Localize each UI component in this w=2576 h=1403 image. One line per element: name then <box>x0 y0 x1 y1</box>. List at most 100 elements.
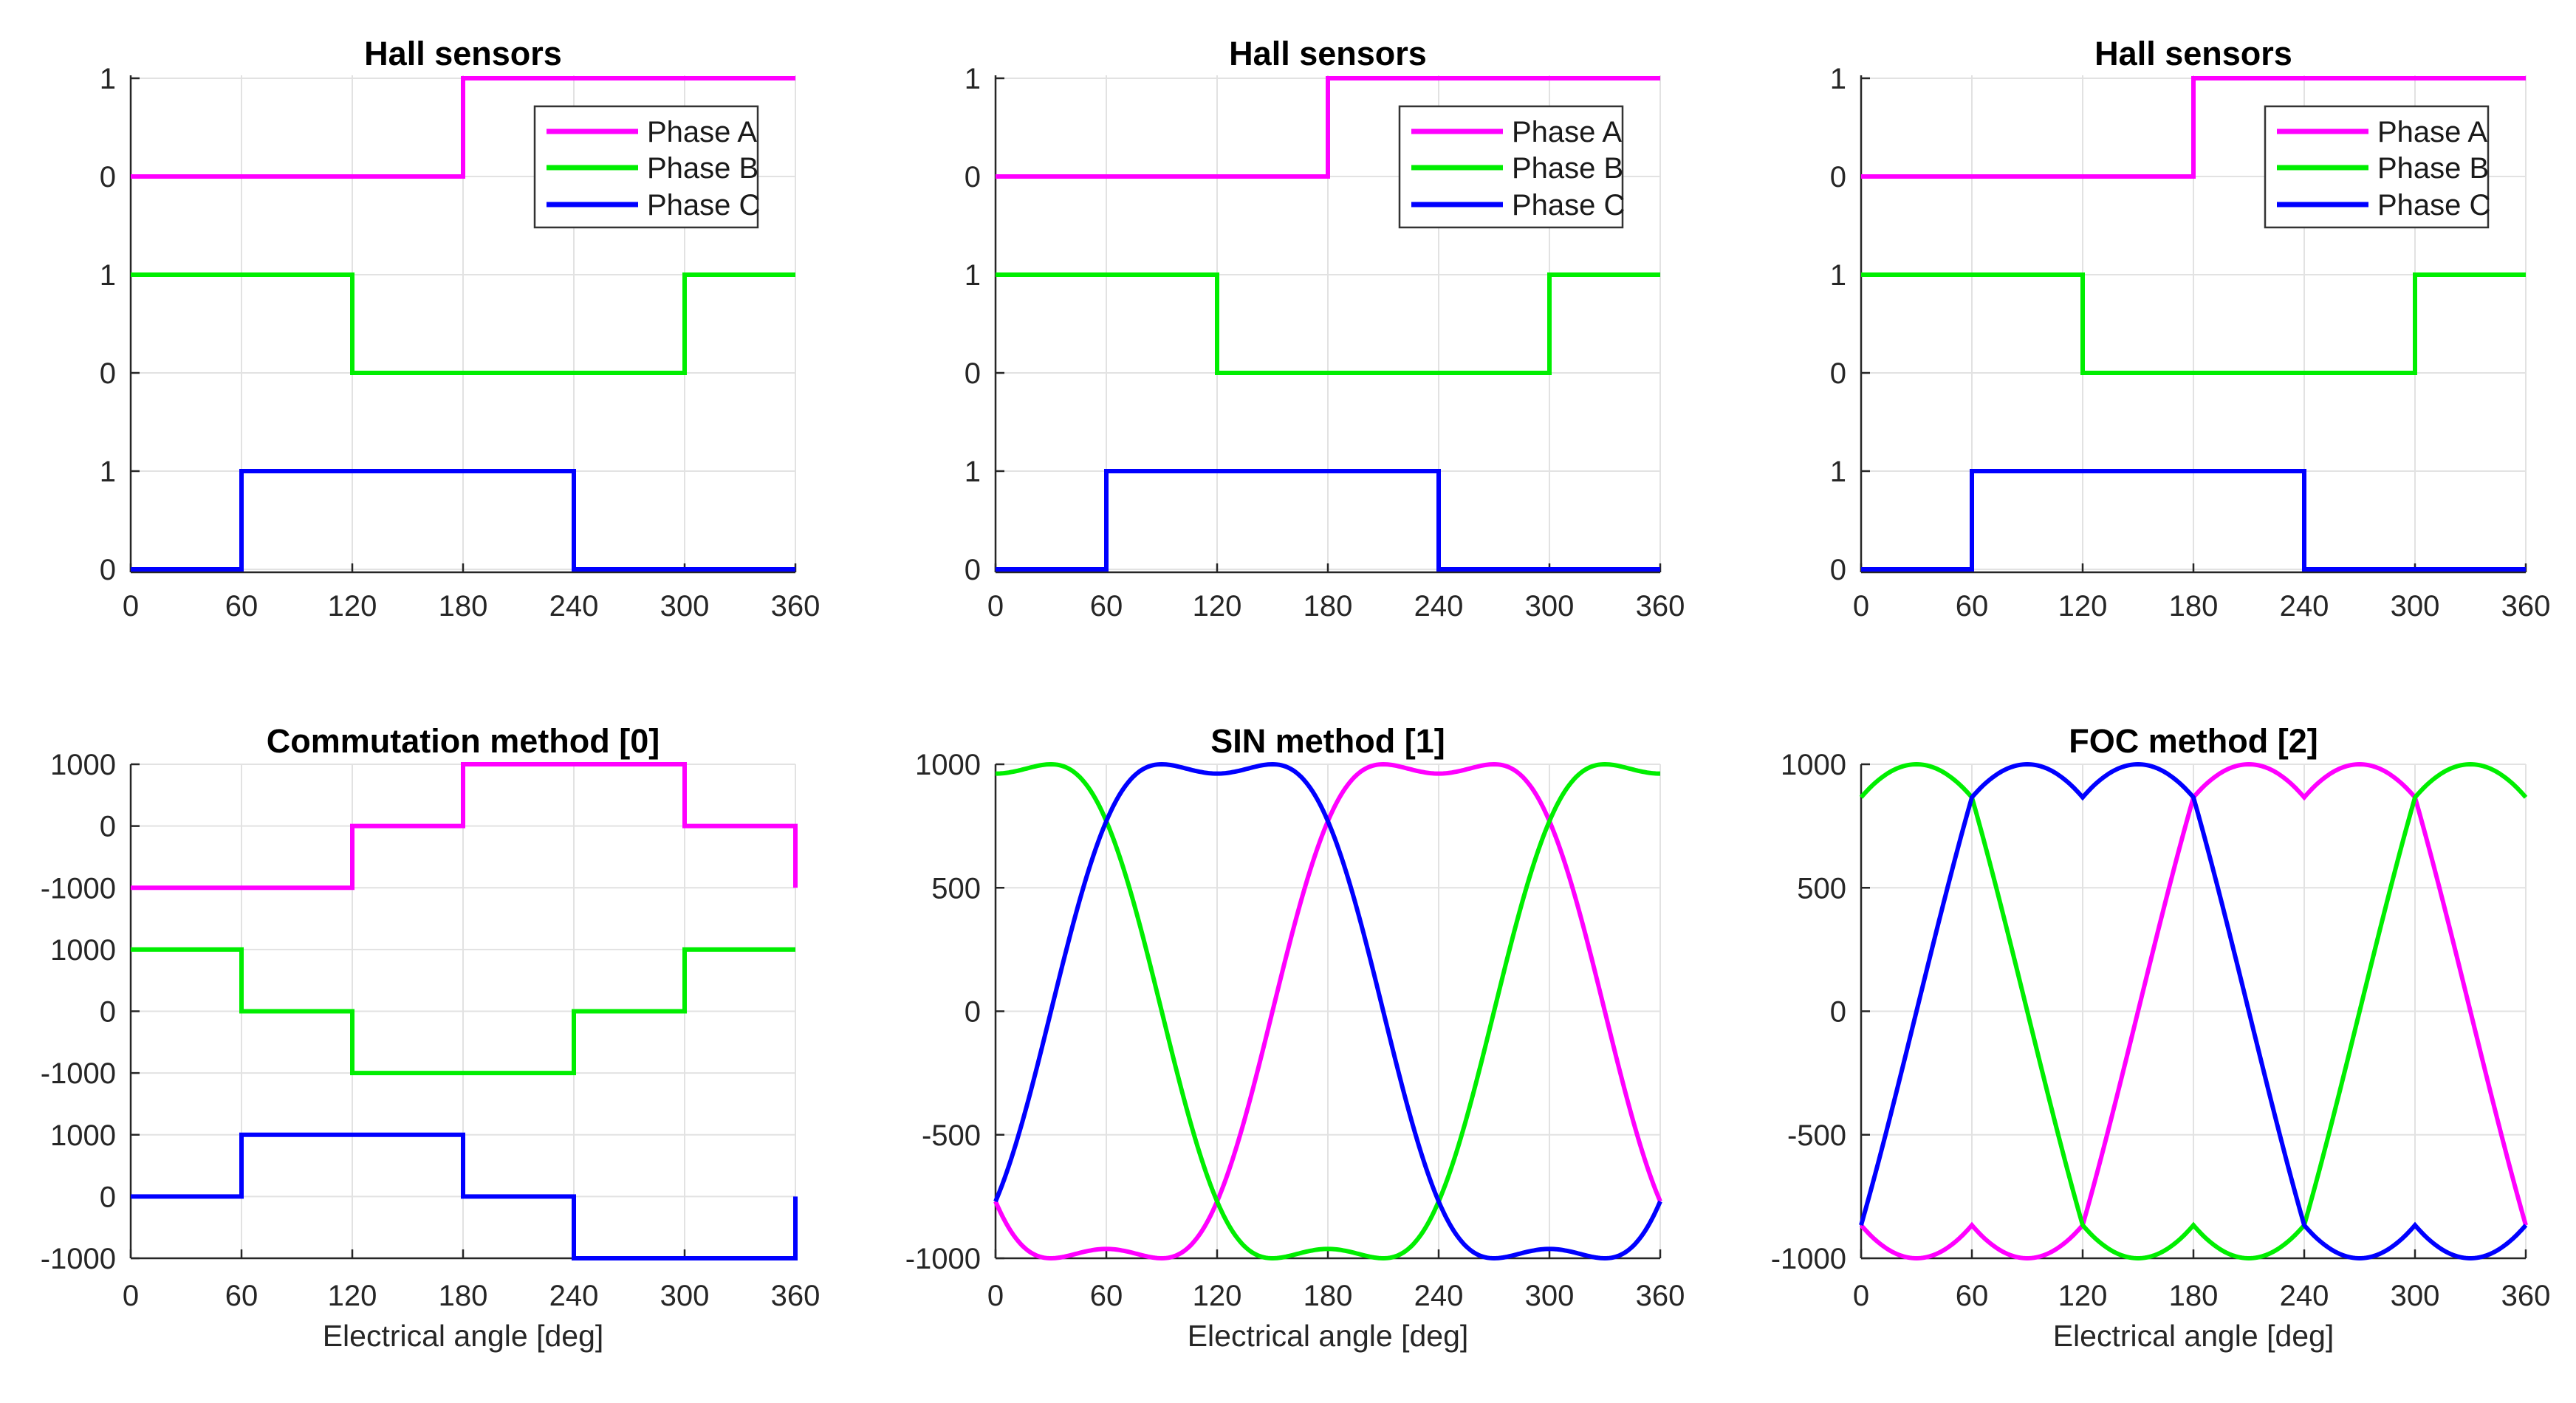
y-tick-label: 0 <box>965 996 981 1029</box>
x-tick-label: 0 <box>987 1280 1004 1312</box>
y-tick-label: -1000 <box>41 1243 116 1275</box>
x-tick-label: 300 <box>1525 590 1575 622</box>
plot-title: Hall sensors <box>1229 35 1427 72</box>
series-phase-c <box>993 761 1662 1261</box>
x-tick-label: 240 <box>1414 1280 1464 1312</box>
x-tick-label: 300 <box>660 590 710 622</box>
x-tick-label: 360 <box>771 1280 821 1312</box>
x-tick-label: 0 <box>123 590 139 622</box>
y-tick-label: 1 <box>965 259 981 292</box>
y-tick-label: 0 <box>100 811 116 843</box>
x-tick-label: 360 <box>2501 590 2551 622</box>
series-phase-c <box>1861 469 2526 572</box>
legend-label: Phase C <box>1512 189 1625 222</box>
y-tick-label: -1000 <box>41 872 116 905</box>
x-tick-label: 240 <box>2280 590 2329 622</box>
y-tick-label: -1000 <box>905 1243 981 1275</box>
y-tick-label: 0 <box>100 357 116 390</box>
y-tick-label: 500 <box>1797 872 1846 905</box>
series-phase-b <box>1861 272 2526 375</box>
x-tick-label: 120 <box>2058 590 2108 622</box>
y-tick-label: 0 <box>1830 554 1846 586</box>
x-tick-label: 300 <box>2391 590 2440 622</box>
y-tick-label: 1 <box>1830 456 1846 488</box>
x-tick-label: 360 <box>1636 590 1685 622</box>
x-tick-label: 120 <box>328 590 377 622</box>
x-tick-label: 60 <box>225 1280 258 1312</box>
x-tick-label: 60 <box>1956 590 1989 622</box>
y-tick-label: 1 <box>100 259 116 292</box>
x-tick-label: 0 <box>1853 1280 1869 1312</box>
x-tick-label: 60 <box>225 590 258 622</box>
y-tick-label: 0 <box>965 554 981 586</box>
x-tick-label: 240 <box>549 590 599 622</box>
x-tick-label: 0 <box>1853 590 1869 622</box>
x-tick-label: 180 <box>1304 1280 1353 1312</box>
y-tick-label: 0 <box>100 161 116 193</box>
y-tick-label: -1000 <box>1771 1243 1846 1275</box>
legend-label: Phase C <box>647 189 760 222</box>
y-tick-label: 0 <box>1830 996 1846 1029</box>
y-tick-label: 1 <box>1830 63 1846 95</box>
x-tick-label: 120 <box>1193 590 1242 622</box>
x-tick-label: 0 <box>123 1280 139 1312</box>
legend: Phase A Phase B Phase C <box>533 105 760 229</box>
legend-label: Phase C <box>2377 189 2490 222</box>
x-tick-label: 180 <box>439 1280 488 1312</box>
y-tick-label: 0 <box>100 1181 116 1213</box>
x-tick-label: 360 <box>2501 1280 2551 1312</box>
series-phase-c <box>1859 761 2528 1261</box>
x-tick-label: 60 <box>1090 1280 1123 1312</box>
y-tick-label: -500 <box>1787 1119 1846 1152</box>
legend-label: Phase B <box>2377 152 2489 185</box>
series-phase-c <box>131 1132 798 1260</box>
series-phase-b <box>131 947 795 1076</box>
y-tick-label: 0 <box>965 161 981 193</box>
plot-title: SIN method [1] <box>1210 722 1445 760</box>
subplot-hall-sensors-1: 0 60 120 180 240 300 360 1 0 1 0 1 0 Hall sensors Phas… <box>100 35 821 622</box>
y-tick-label: 1 <box>965 456 981 488</box>
y-tick-label: 1000 <box>915 749 981 781</box>
y-tick-label: 0 <box>100 554 116 586</box>
legend: Phase A Phase B Phase C <box>1398 105 1625 229</box>
series-phase-b <box>131 272 795 375</box>
x-tick-label: 360 <box>1636 1280 1685 1312</box>
y-tick-label: 1000 <box>50 749 116 781</box>
x-tick-label: 60 <box>1956 1280 1989 1312</box>
x-tick-label: 180 <box>2169 590 2219 622</box>
x-tick-label: 60 <box>1090 590 1123 622</box>
y-tick-label: 1 <box>100 456 116 488</box>
legend-label: Phase B <box>647 152 758 185</box>
x-tick-label: 300 <box>2391 1280 2440 1312</box>
x-tick-label: 240 <box>2280 1280 2329 1312</box>
legend-label: Phase A <box>1512 116 1622 148</box>
x-tick-label: 240 <box>549 1280 599 1312</box>
series-phase-a <box>131 76 795 179</box>
x-tick-label: 240 <box>1414 590 1464 622</box>
x-tick-label: 180 <box>1304 590 1353 622</box>
series-phase-a <box>131 762 798 891</box>
plot-title: Hall sensors <box>2094 35 2292 72</box>
x-tick-label: 120 <box>328 1280 377 1312</box>
y-tick-label: 0 <box>100 996 116 1029</box>
subplot-hall-sensors-2: 0 60 120 180 240 300 360 1 0 1 0 1 0 Hall sensors Phas… <box>965 35 1685 622</box>
x-tick-label: 300 <box>660 1280 710 1312</box>
x-axis-label: Electrical angle [deg] <box>323 1319 604 1353</box>
series-phase-c <box>996 469 1660 572</box>
subplot-sin-method: 0 60 120 180 240 300 360 1000 500 0 -500 -1000 SIN m… <box>905 722 1685 1353</box>
x-tick-label: 120 <box>2058 1280 2108 1312</box>
y-tick-label: 500 <box>931 872 981 905</box>
legend-label: Phase A <box>2377 116 2487 148</box>
x-tick-label: 120 <box>1193 1280 1242 1312</box>
x-tick-label: 0 <box>987 590 1004 622</box>
y-tick-label: 1 <box>1830 259 1846 292</box>
y-tick-label: 1 <box>965 63 981 95</box>
x-tick-label: 180 <box>439 590 488 622</box>
legend: Phase A Phase B Phase C <box>2264 105 2490 229</box>
x-tick-label: 360 <box>771 590 821 622</box>
series-phase-a <box>996 76 1660 179</box>
x-tick-label: 300 <box>1525 1280 1575 1312</box>
subplot-foc-method: 0 60 120 180 240 300 360 1000 500 0 -500 -1000 FOC m… <box>1771 722 2551 1353</box>
y-tick-label: 0 <box>1830 161 1846 193</box>
